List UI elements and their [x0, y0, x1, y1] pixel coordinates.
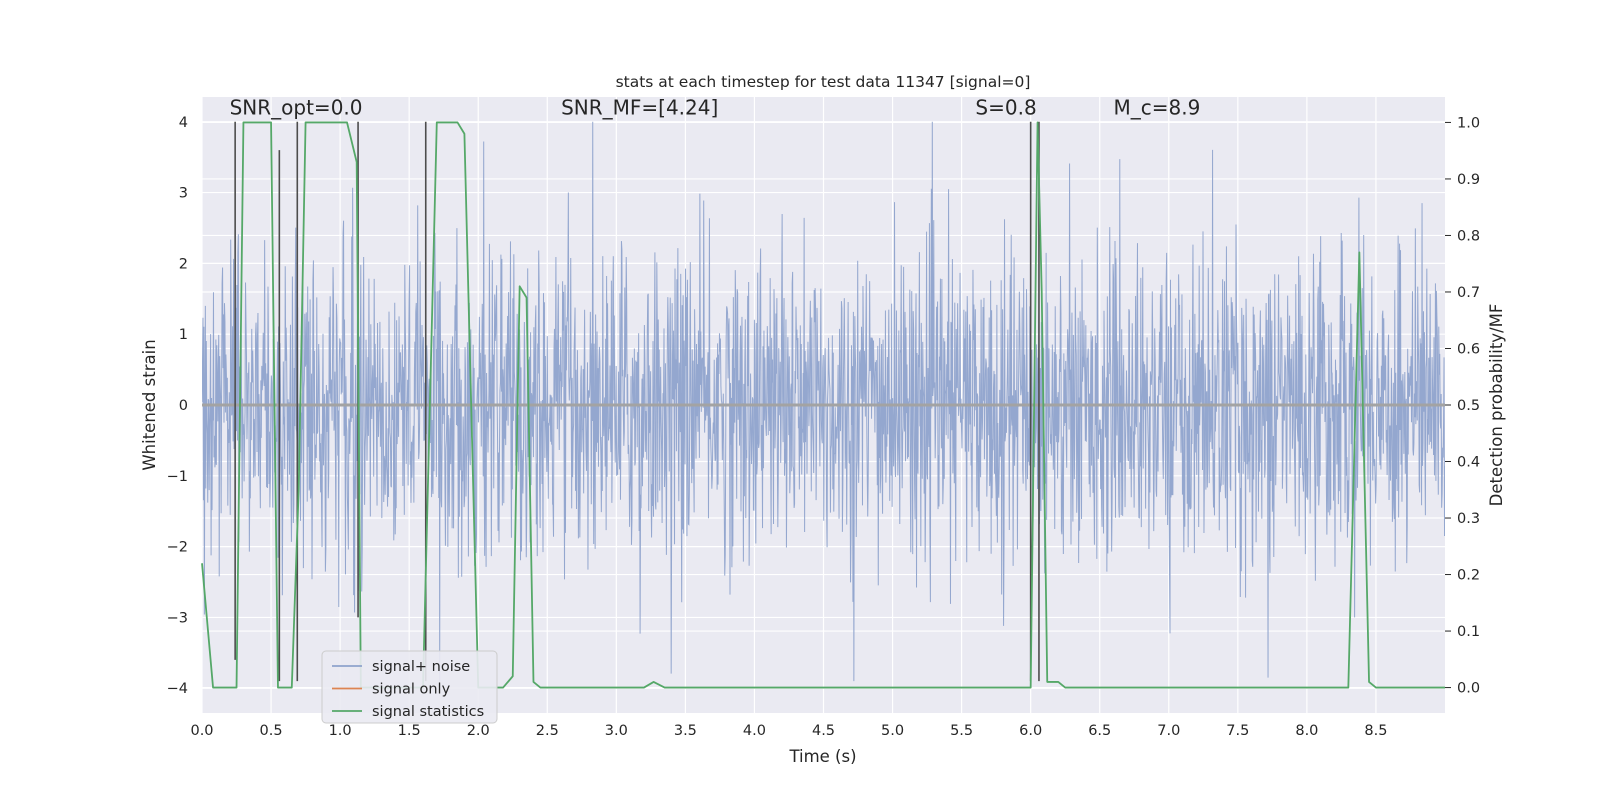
y-tick-label: 4 — [179, 115, 188, 131]
annotations: SNR_opt=0.0 SNR_MF=[4.24] S=0.8 M_c=8.9 — [230, 96, 1201, 120]
x-tick-label: 6.5 — [1088, 723, 1111, 739]
signal-noise-series — [202, 121, 1445, 682]
x-tick-label: 8.5 — [1364, 723, 1387, 739]
x-tick-label: 1.5 — [398, 723, 421, 739]
chart-title: stats at each timestep for test data 113… — [616, 73, 1031, 91]
x-axis-ticks: 0.0 0.5 1.0 1.5 2.0 2.5 3.0 3.5 4.0 4.5 5.0 5.5 6.0 6… — [190, 723, 1387, 739]
y-right-tick-label: 0.4 — [1457, 455, 1480, 471]
y-right-tick-label: 0.2 — [1457, 568, 1480, 584]
y-axis-right-label: Detection probability/MF — [1487, 304, 1506, 507]
x-tick-label: 0.0 — [190, 723, 213, 739]
y-tick-label: 1 — [179, 327, 188, 343]
x-tick-label: 7.0 — [1157, 723, 1180, 739]
signal-noise-line — [202, 121, 1445, 682]
y-tick-label: 0 — [179, 398, 188, 414]
x-tick-label: 4.5 — [812, 723, 835, 739]
x-tick-label: 7.5 — [1226, 723, 1249, 739]
y-axis-label: Whitened strain — [140, 339, 159, 470]
annotation-text: SNR_MF=[4.24] — [561, 96, 718, 120]
signal-statistics-series — [201, 121, 1445, 689]
x-tick-label: 4.0 — [743, 723, 766, 739]
y-right-tick-label: 0.8 — [1457, 228, 1480, 244]
y-right-tick-label: 0.0 — [1457, 681, 1480, 697]
x-tick-label: 0.5 — [260, 723, 283, 739]
y-right-tick-label: 0.6 — [1457, 341, 1480, 357]
x-tick-label: 5.5 — [950, 723, 973, 739]
y-tick-label: −4 — [167, 681, 188, 697]
annotation-text: M_c=8.9 — [1114, 96, 1201, 120]
y-right-tick-label: 0.1 — [1457, 624, 1480, 640]
y-axis-ticks: −4 −3 −2 −1 0 1 2 3 4 — [167, 115, 188, 697]
y-tick-label: 2 — [179, 256, 188, 272]
y-axis-right-ticks: 0.0 0.1 0.2 0.3 0.4 0.5 0.6 0.7 0.8 0.9 1.0 — [1445, 115, 1480, 697]
y-right-tick-label: 0.3 — [1457, 511, 1480, 527]
x-tick-label: 3.0 — [605, 723, 628, 739]
legend-label: signal statistics — [372, 704, 484, 720]
x-tick-label: 8.0 — [1295, 723, 1318, 739]
x-axis-label: Time (s) — [788, 747, 856, 766]
y-right-tick-label: 0.5 — [1457, 398, 1480, 414]
annotation-text: SNR_opt=0.0 — [230, 96, 363, 120]
legend-label: signal only — [372, 682, 451, 698]
x-tick-label: 2.5 — [536, 723, 559, 739]
x-tick-label: 5.0 — [881, 723, 904, 739]
x-tick-label: 1.0 — [329, 723, 352, 739]
x-tick-label: 2.0 — [467, 723, 490, 739]
legend: signal+ noise signal only signal statistic… — [321, 650, 498, 724]
y-tick-label: −1 — [167, 469, 188, 485]
y-tick-label: 3 — [179, 186, 188, 202]
x-tick-label: 3.5 — [674, 723, 697, 739]
legend-label: signal+ noise — [372, 659, 470, 675]
y-right-tick-label: 1.0 — [1457, 115, 1480, 131]
y-tick-label: −2 — [167, 540, 188, 556]
signal-statistics-line — [201, 121, 1445, 689]
y-tick-label: −3 — [167, 610, 188, 626]
legend-box — [321, 650, 498, 724]
y-right-tick-label: 0.7 — [1457, 285, 1480, 301]
x-tick-label: 6.0 — [1019, 723, 1042, 739]
annotation-text: S=0.8 — [975, 96, 1036, 120]
y-right-tick-label: 0.9 — [1457, 172, 1480, 188]
